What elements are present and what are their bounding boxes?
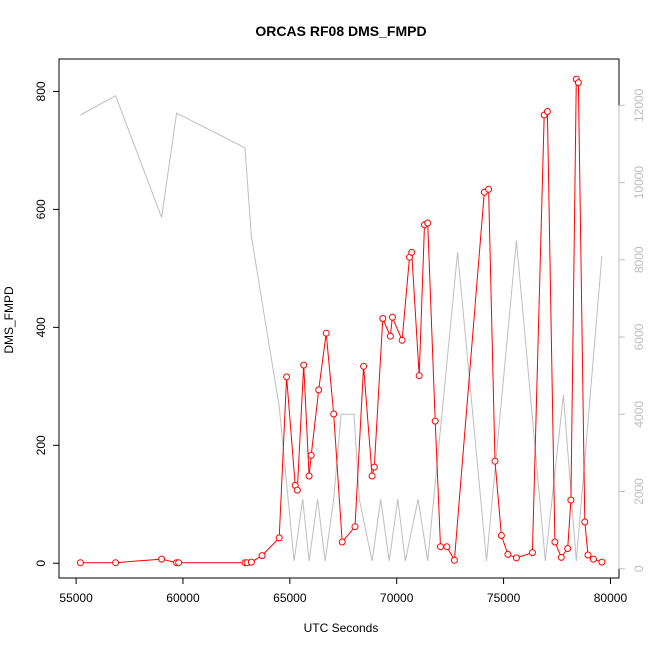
chart-title: ORCAS RF08 DMS_FMPD (255, 23, 426, 39)
primary-data-point (557, 553, 565, 561)
primary-data-point (112, 559, 120, 567)
series-primary (76, 75, 606, 567)
primary-data-point (437, 543, 444, 551)
x-tick-label: 80000 (594, 591, 628, 605)
x-tick-label: 55000 (59, 591, 93, 605)
primary-data-point (370, 463, 378, 471)
x-tick-label: 60000 (166, 591, 200, 605)
primary-data-point (175, 559, 183, 567)
x-tick-label: 65000 (273, 591, 307, 605)
y-axis-ticks: 0 200 400 600 800 (34, 81, 60, 567)
primary-series-line (80, 77, 603, 564)
y-tick-label: 0 (34, 560, 48, 567)
y2-tick-label: 6000 (632, 323, 646, 350)
primary-data-point (574, 79, 582, 87)
primary-data-point (300, 361, 308, 369)
x-tick-label: 70000 (380, 591, 414, 605)
primary-data-point (158, 555, 166, 563)
primary-data-point (368, 472, 376, 480)
primary-data-point (551, 538, 559, 546)
primary-data-point (408, 248, 416, 256)
primary-data-point (584, 551, 592, 559)
y-axis-label: DMS_FMPD (2, 286, 16, 354)
primary-data-point (330, 410, 338, 418)
primary-data-point (307, 451, 315, 459)
primary-data-point (258, 552, 266, 560)
primary-data-point (315, 386, 323, 394)
primary-data-point (431, 417, 439, 425)
y-tick-label: 400 (34, 317, 48, 337)
y2-tick-label: 12000 (632, 88, 646, 122)
primary-data-point (338, 538, 346, 546)
primary-data-point (275, 534, 283, 542)
y2-tick-label: 8000 (632, 246, 646, 273)
primary-data-point (247, 558, 255, 566)
primary-data-point (398, 336, 406, 344)
primary-data-point (567, 496, 575, 504)
primary-data-point (504, 550, 512, 558)
primary-data-point (76, 559, 84, 567)
y2-tick-label: 0 (632, 565, 646, 572)
primary-data-point (598, 558, 606, 566)
primary-data-point (512, 554, 520, 562)
y2-tick-label: 2000 (632, 478, 646, 505)
primary-data-point (293, 486, 301, 494)
y-tick-label: 600 (34, 199, 48, 219)
secondary-series-line (80, 94, 603, 562)
primary-data-point (351, 523, 359, 531)
x-axis-label: UTC Seconds (304, 621, 379, 635)
primary-data-point (450, 556, 458, 564)
primary-data-point (497, 532, 505, 539)
y2-axis-ticks: 0 2000 4000 6000 8000 10000 12000 (619, 88, 646, 572)
primary-data-point (443, 543, 451, 551)
y2-tick-label: 4000 (632, 401, 646, 428)
primary-data-point (283, 373, 291, 381)
primary-data-point (360, 362, 368, 370)
primary-data-point (322, 329, 330, 337)
primary-data-point (424, 219, 432, 227)
series-secondary (80, 94, 603, 562)
primary-data-point (305, 472, 313, 480)
primary-data-point (589, 555, 597, 563)
primary-data-point (543, 108, 551, 115)
x-tick-label: 75000 (487, 591, 521, 605)
y-tick-label: 800 (34, 81, 48, 101)
x-axis-ticks: 55000 60000 65000 70000 75000 80000 (59, 577, 628, 605)
y2-tick-label: 10000 (632, 166, 646, 200)
y-tick-label: 200 (34, 435, 48, 455)
primary-data-point (386, 332, 394, 340)
primary-data-point (581, 518, 589, 526)
primary-data-point (485, 185, 493, 193)
primary-data-point (379, 315, 387, 322)
primary-data-point (564, 545, 572, 552)
primary-data-point (528, 549, 536, 557)
primary-data-point (491, 457, 499, 465)
primary-data-point (415, 372, 423, 380)
primary-data-point (388, 313, 396, 321)
